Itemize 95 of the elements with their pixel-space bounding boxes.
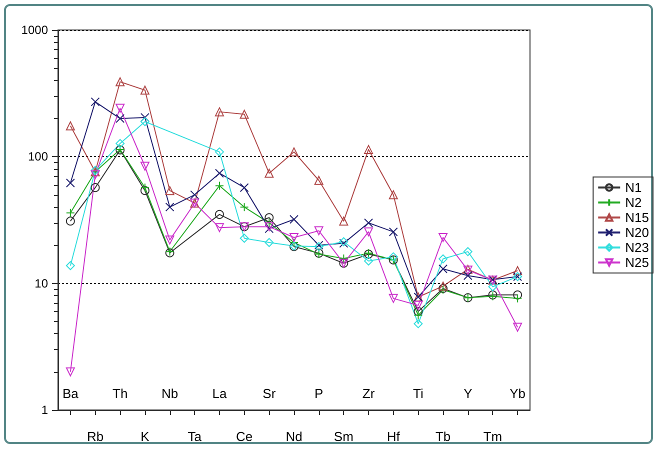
- point: [388, 190, 398, 200]
- y-tick-label: 100: [28, 150, 48, 164]
- x-tick-label: Hf: [386, 429, 400, 444]
- point: [165, 186, 174, 196]
- x-tick-label: K: [140, 429, 150, 444]
- point: [214, 210, 224, 219]
- x-tick-label: Zr: [362, 386, 376, 401]
- point: [264, 213, 274, 222]
- point: [438, 233, 448, 242]
- x-tick-label: P: [314, 386, 324, 401]
- point: [140, 186, 150, 196]
- point: [438, 282, 448, 291]
- point: [388, 227, 398, 236]
- point: [513, 322, 522, 332]
- x-tick-label: Tm: [483, 429, 502, 444]
- point: [214, 223, 224, 232]
- point: [214, 181, 224, 190]
- legend-label: N23: [625, 240, 650, 255]
- x-tick-label: Nd: [286, 429, 302, 444]
- point: [463, 271, 472, 280]
- point: [513, 266, 522, 276]
- point: [314, 226, 324, 236]
- x-tick-label: Ta: [188, 429, 202, 444]
- point: [438, 264, 448, 274]
- point: [339, 254, 348, 264]
- point: [66, 261, 75, 270]
- x-tick-label: Rb: [86, 429, 104, 444]
- point: [414, 300, 423, 310]
- point: [463, 247, 472, 256]
- x-tick-label: Ce: [236, 429, 253, 444]
- y-tick-label: 1: [41, 403, 48, 417]
- point: [264, 238, 274, 248]
- x-tick-label: Tb: [435, 429, 451, 444]
- point: [364, 144, 374, 154]
- point: [140, 117, 150, 126]
- y-tick-label: 1000: [21, 23, 48, 37]
- point: [66, 178, 75, 188]
- x-tick-label: Nb: [161, 386, 178, 401]
- point: [240, 202, 249, 212]
- point: [90, 97, 100, 106]
- point: [190, 190, 200, 200]
- point: [364, 227, 374, 236]
- point: [339, 216, 348, 226]
- point: [214, 107, 224, 116]
- point: [264, 168, 274, 178]
- point: [116, 139, 125, 148]
- point: [66, 208, 75, 218]
- point: [314, 176, 324, 185]
- point: [513, 290, 522, 300]
- point: [90, 183, 100, 192]
- point: [513, 294, 522, 303]
- point: [165, 235, 174, 244]
- point: [240, 183, 249, 192]
- point: [388, 294, 398, 303]
- point: [264, 218, 274, 228]
- point: [364, 218, 374, 228]
- y-tick-label: 10: [34, 276, 48, 290]
- point: [414, 310, 423, 320]
- point: [388, 252, 398, 262]
- legend-label: N25: [625, 255, 650, 270]
- point: [240, 110, 249, 119]
- legend-label: N20: [625, 225, 650, 240]
- x-tick-label: Ba: [62, 386, 80, 401]
- point: [165, 202, 174, 212]
- point: [414, 319, 423, 328]
- point: [438, 254, 448, 264]
- x-tick-label: Sm: [334, 429, 354, 444]
- point: [140, 183, 150, 192]
- x-tick-label: Yb: [510, 386, 526, 401]
- point: [364, 256, 374, 266]
- point: [140, 162, 150, 171]
- point: [116, 104, 125, 113]
- x-tick-label: Th: [112, 386, 128, 401]
- x-tick-label: Y: [464, 386, 473, 401]
- x-tick-label: Sr: [262, 386, 276, 401]
- point: [214, 147, 224, 156]
- x-tick-label: La: [212, 386, 228, 401]
- point: [214, 168, 224, 178]
- point: [90, 170, 100, 180]
- point: [488, 282, 498, 292]
- point: [116, 114, 125, 124]
- legend-label: N1: [625, 180, 642, 195]
- x-tick-label: Ti: [413, 386, 424, 401]
- point: [116, 77, 125, 86]
- point: [66, 367, 75, 376]
- point: [290, 233, 298, 242]
- point: [140, 86, 150, 95]
- point: [414, 306, 423, 316]
- point: [290, 214, 298, 224]
- point: [66, 216, 75, 226]
- point: [66, 121, 75, 130]
- legend-label: N15: [625, 210, 650, 225]
- point: [240, 234, 249, 243]
- legend-label: N2: [625, 195, 642, 210]
- point: [290, 147, 298, 156]
